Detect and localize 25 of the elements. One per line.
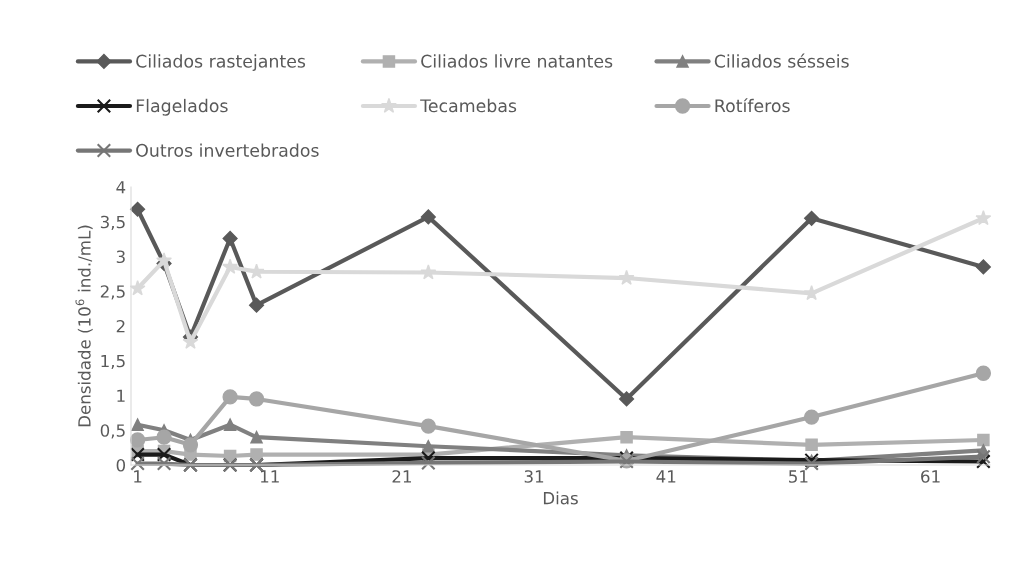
y-tick-label: 2 — [116, 319, 125, 333]
y-tick-label: 1,5 — [101, 354, 125, 370]
legend-label: Flagelados — [136, 98, 228, 116]
x-tick-label: 11 — [260, 470, 279, 483]
legend-label: Rotíferos — [715, 98, 790, 113]
x-tick-label: 31 — [524, 470, 544, 483]
y-tick-label: 1 — [117, 389, 125, 402]
x-tick-label: 51 — [789, 470, 808, 483]
legend-label: Outros invertebrados — [136, 143, 319, 157]
y-tick-label: 4 — [116, 181, 126, 194]
y-tick-label: 0 — [116, 458, 126, 472]
y-tick-label: 2,5 — [100, 285, 125, 300]
legend-label: Ciliados rastejantes — [136, 54, 306, 72]
y-tick-label: 0,5 — [100, 424, 125, 439]
x-axis-title: Dias — [543, 491, 578, 505]
x-tick-label: 21 — [392, 470, 411, 483]
legend-label: Ciliados sésseis — [714, 53, 849, 68]
x-tick-label: 1 — [134, 470, 142, 483]
legend-label: Ciliados livre natantes — [421, 54, 613, 68]
y-axis-title: Densidade (10$^{6}$ ind./mL) — [75, 225, 93, 427]
legend-label: Tecamebas — [420, 98, 517, 113]
x-tick-label: 41 — [656, 470, 676, 483]
x-tick-label: 61 — [921, 470, 940, 483]
y-tick-label: 3 — [116, 250, 125, 264]
y-tick-label: 3,5 — [100, 215, 125, 231]
